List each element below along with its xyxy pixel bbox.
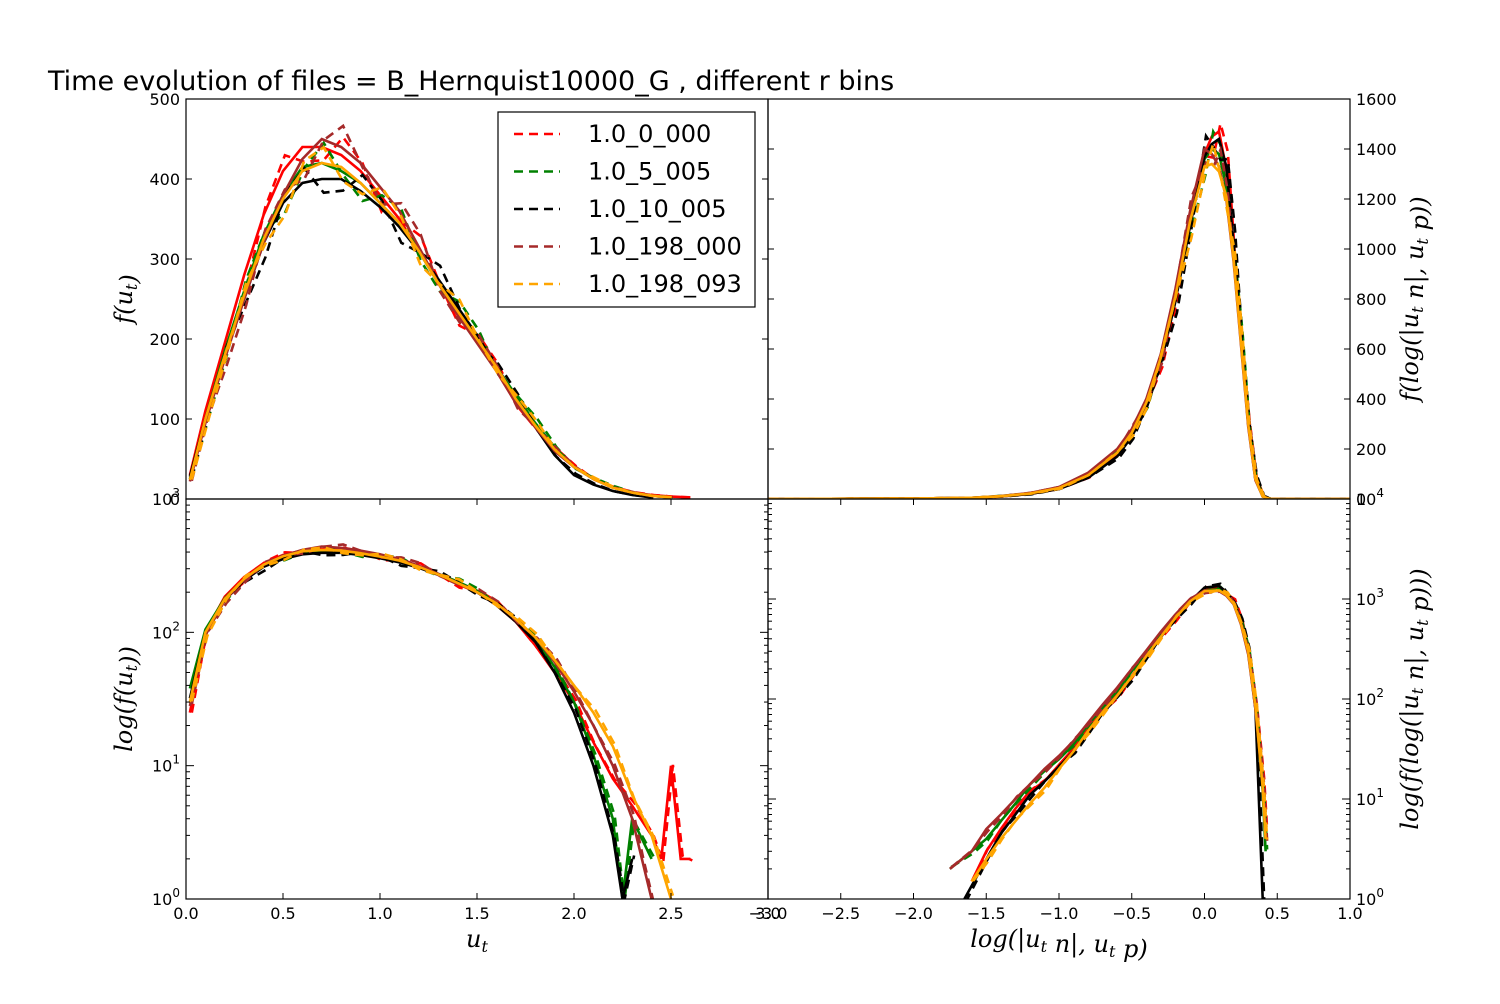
x-tick-label: −2.5 — [821, 904, 860, 923]
series-line-1.0_0_000 — [970, 586, 1267, 882]
y-axis-label: log(f(log(|ut n|, ut p))) — [1396, 568, 1434, 829]
x-tick-label: 0.5 — [1265, 904, 1290, 923]
series-dashed-1.0_10_005 — [769, 132, 1350, 499]
legend-label: 1.0_0_000 — [588, 120, 711, 148]
y-tick-label: 103 — [1356, 586, 1384, 609]
series-line-1.0_10_005 — [188, 551, 634, 899]
axes-frame — [767, 98, 1351, 500]
y-tick-label: 103 — [152, 486, 180, 509]
y-tick-label: 200 — [1356, 440, 1387, 459]
y-tick-label: 1000 — [1356, 240, 1397, 259]
y-tick-label: 104 — [1356, 486, 1384, 509]
figure-title: Time evolution of files = B_Hernquist100… — [48, 66, 895, 97]
y-tick-label: 1600 — [1356, 90, 1397, 109]
legend: 1.0_0_000 1.0_5_005 1.0_10_005 1.0_198_000 1… — [497, 111, 756, 308]
panel-bottom-right: 100 101 102 103 104 −3.0 −2.5 −2.0 −1.5 −1.0 −0.5 0… — [749, 486, 1434, 963]
x-tick-label: 0.5 — [270, 904, 295, 923]
series-line-1.0_198_093 — [768, 162, 1350, 499]
y-tick-label: 101 — [1356, 786, 1384, 809]
x-tick-label: −3.0 — [749, 904, 788, 923]
y-axis-label: f(ut) — [110, 274, 143, 326]
x-tick-label: 2.5 — [658, 904, 683, 923]
series-dashed-1.0_0_000 — [769, 123, 1350, 499]
x-tick-label: 0.0 — [173, 904, 198, 923]
y-tick-label: 1400 — [1356, 140, 1397, 159]
x-tick-label: −1.5 — [967, 904, 1006, 923]
y-tick-label: 1200 — [1356, 190, 1397, 209]
y-tick-label: 0 — [170, 490, 180, 509]
legend-label: 1.0_5_005 — [588, 158, 711, 186]
x-tick-label: −0.5 — [1112, 904, 1151, 923]
series-line-1.0_10_005 — [768, 136, 1350, 499]
y-tick-label: 100 — [1356, 886, 1384, 909]
series-dashed-1.0_10_005 — [190, 550, 636, 899]
y-tick-label: 200 — [149, 330, 180, 349]
series-dashed-1.0_198_093 — [190, 545, 675, 897]
y-tick-label: 102 — [152, 619, 180, 642]
series-dashed-1.0_0_000 — [972, 585, 1269, 882]
x-tick-label: 3.0 — [755, 904, 780, 923]
y-tick-label: 100 — [149, 410, 180, 429]
y-tick-label: 100 — [152, 886, 180, 909]
y-tick-label: 102 — [1356, 686, 1384, 709]
series-line-1.0_198_093 — [188, 161, 672, 499]
series-dashed-1.0_198_093 — [769, 138, 1350, 499]
series-line-1.0_198_093 — [188, 548, 673, 899]
series-line-1.0_198_093 — [970, 589, 1267, 883]
panel-top-left: 0 100 200 300 400 500 f(ut) — [110, 90, 769, 509]
x-tick-label: 1.0 — [367, 904, 392, 923]
x-tick-label: 0.0 — [1192, 904, 1217, 923]
series-dashed-1.0_5_005 — [769, 127, 1350, 499]
series-dashed-1.0_198_093 — [190, 145, 673, 499]
x-axis-label: ut — [466, 925, 488, 956]
y-axis-label: f(log(|ut n|, ut p)) — [1396, 196, 1434, 403]
series-line-1.0_0_000 — [768, 129, 1350, 499]
series-dashed-1.0_10_005 — [965, 582, 1266, 899]
x-tick-label: 1.0 — [1337, 904, 1362, 923]
y-tick-label: 101 — [152, 753, 180, 776]
y-tick-label: 300 — [149, 250, 180, 269]
x-tick-label: 1.5 — [464, 904, 489, 923]
series-line-1.0_10_005 — [963, 584, 1264, 899]
series-line-1.0_5_005 — [768, 147, 1350, 499]
legend-box — [497, 111, 756, 308]
series-line-1.0_5_005 — [949, 587, 1267, 870]
y-tick-label: 600 — [1356, 340, 1387, 359]
panel-top-right: 0 200 400 600 800 1000 1200 1400 1600 f(log(|ut n… — [767, 90, 1434, 509]
y-tick-label: 400 — [1356, 390, 1387, 409]
series-dashed-1.0_10_005 — [190, 165, 654, 499]
y-tick-label: 800 — [1356, 290, 1387, 309]
legend-label: 1.0_198_000 — [588, 233, 742, 261]
legend-label: 1.0_198_093 — [588, 270, 742, 298]
y-tick-label: 400 — [149, 170, 180, 189]
x-tick-label: −2.0 — [894, 904, 933, 923]
series-dashed-1.0_198_000 — [769, 145, 1350, 499]
panel-bottom-left: 100 101 102 103 0.0 0.5 1.0 1.5 2.0 2.5 3.0 log(f(u… — [110, 486, 781, 956]
series-line-1.0_0_000 — [188, 547, 691, 861]
legend-label: 1.0_10_005 — [588, 195, 727, 223]
y-tick-label: 0 — [1356, 490, 1366, 509]
series-line-1.0_198_000 — [768, 146, 1350, 499]
series-dashed-1.0_5_005 — [190, 545, 655, 899]
series-dashed-1.0_198_093 — [972, 588, 1269, 882]
x-tick-label: −1.0 — [1040, 904, 1079, 923]
x-axis-label: log(|ut n|, ut p) — [970, 925, 1148, 963]
series-dashed-1.0_0_000 — [190, 546, 693, 863]
y-axis-label: log(f(ut)) — [110, 646, 143, 752]
x-tick-label: 2.0 — [561, 904, 586, 923]
y-tick-label: 500 — [149, 90, 180, 109]
